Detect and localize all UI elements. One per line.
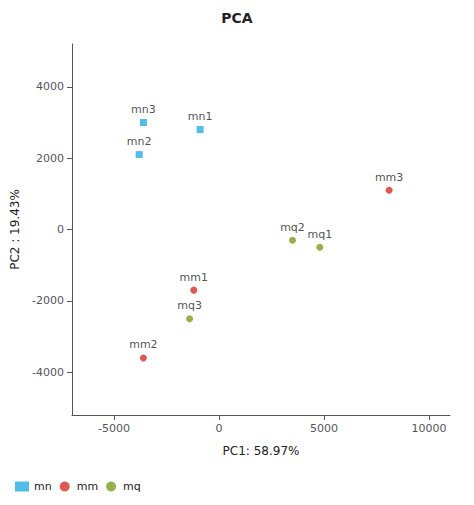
svg-text:mm2: mm2: [129, 338, 157, 351]
svg-text:-5000: -5000: [98, 422, 130, 435]
svg-text:mm3: mm3: [375, 171, 403, 184]
svg-text:mn2: mn2: [127, 135, 152, 148]
svg-text:mn: mn: [34, 480, 52, 493]
svg-text:mq: mq: [123, 480, 141, 493]
svg-text:mm: mm: [77, 480, 98, 493]
svg-text:0: 0: [216, 422, 223, 435]
svg-text:mq2: mq2: [280, 221, 305, 234]
svg-text:2000: 2000: [36, 152, 64, 165]
svg-text:0: 0: [57, 223, 64, 236]
svg-text:PC1: 58.97%: PC1: 58.97%: [223, 444, 300, 458]
svg-text:mn3: mn3: [131, 103, 156, 116]
svg-text:mq3: mq3: [177, 299, 202, 312]
svg-text:mn1: mn1: [188, 110, 213, 123]
svg-text:PCA: PCA: [221, 10, 253, 26]
svg-text:10000: 10000: [412, 422, 447, 435]
svg-text:-4000: -4000: [32, 366, 64, 379]
svg-text:mq1: mq1: [307, 228, 332, 241]
svg-text:PC2 : 19.43%: PC2 : 19.43%: [8, 189, 22, 270]
svg-text:-2000: -2000: [32, 294, 64, 307]
svg-text:4000: 4000: [36, 80, 64, 93]
svg-text:5000: 5000: [310, 422, 338, 435]
svg-text:mm1: mm1: [180, 271, 208, 284]
